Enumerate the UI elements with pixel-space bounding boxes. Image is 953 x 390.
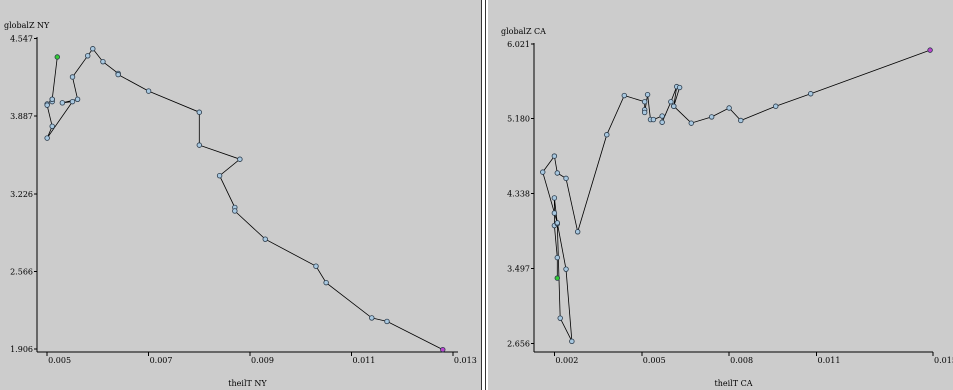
data-point <box>44 135 50 141</box>
data-point <box>569 338 575 345</box>
y-tick-label: 2.656 <box>507 339 530 348</box>
data-point <box>69 98 76 105</box>
data-point <box>90 46 96 52</box>
data-point <box>49 123 55 130</box>
chart-panel-right: 2.656 3.497 4.338 5.180 6.021 0.002 0.005 0.008… <box>488 0 953 390</box>
data-point <box>145 88 152 94</box>
x-tick-label: 0.011 <box>352 356 375 365</box>
x-tick-label: 0.009 <box>251 356 274 365</box>
data-point <box>196 142 203 148</box>
data-point <box>641 109 648 116</box>
data-point <box>554 254 560 261</box>
data-point <box>574 229 581 235</box>
data-point <box>773 103 779 109</box>
data-point <box>196 109 203 115</box>
data-point <box>650 116 657 123</box>
data-point <box>726 105 732 111</box>
data-point <box>604 132 610 138</box>
y-tick-label: 6.021 <box>507 40 530 49</box>
data-point <box>49 96 55 102</box>
y-tick-label: 4.547 <box>10 35 33 44</box>
x-axis-label: theilT NY <box>228 379 267 388</box>
data-point <box>216 172 223 179</box>
y-tick-label: 5.180 <box>507 115 530 124</box>
x-tick-label: 0.005 <box>643 356 666 365</box>
x-tick-label: 0.005 <box>48 356 71 365</box>
data-point <box>807 91 814 97</box>
data-point <box>563 175 569 182</box>
chart-panel-left: 1.906 2.566 3.226 3.887 4.547 0.005 0.007 0.009… <box>0 0 481 390</box>
y-tick-label: 1.906 <box>10 345 33 354</box>
data-point <box>644 91 651 98</box>
x-tick-label: 0.013 <box>454 356 477 365</box>
end-point <box>440 346 446 353</box>
start-point <box>54 54 60 60</box>
data-point <box>100 58 106 65</box>
chart-ca: 2.656 3.497 4.338 5.180 6.021 0.002 0.005 0.008… <box>501 27 953 388</box>
divider-line <box>485 0 486 390</box>
data-point <box>540 169 546 175</box>
data-point <box>621 92 627 99</box>
data-point <box>708 114 715 120</box>
data-point <box>676 84 683 91</box>
chart-ny: 1.906 2.566 3.226 3.887 4.547 0.005 0.007 0.009… <box>4 21 477 388</box>
data-point <box>563 266 569 272</box>
data-point <box>551 153 558 159</box>
x-axis-label: theilT CA <box>715 379 753 388</box>
data-point <box>641 99 648 105</box>
divider-line <box>481 0 482 390</box>
end-point <box>927 47 933 53</box>
y-tick-label: 4.338 <box>507 190 530 199</box>
data-point <box>554 220 560 226</box>
y-tick-label: 3.497 <box>507 265 530 274</box>
start-point <box>554 275 560 281</box>
data-point <box>557 315 563 321</box>
data-point <box>551 195 558 201</box>
data-point <box>369 315 375 321</box>
y-axis-label: globalZ CA <box>501 27 546 36</box>
data-point <box>659 119 665 125</box>
data-point <box>85 53 91 59</box>
data-point <box>74 96 81 102</box>
data-point <box>59 100 66 106</box>
data-point <box>551 210 558 216</box>
data-point <box>115 71 121 78</box>
data-point <box>668 99 674 105</box>
y-tick-label: 2.566 <box>10 267 33 276</box>
data-point <box>671 103 677 109</box>
x-tick-label: 0.002 <box>555 356 578 365</box>
trajectory-line <box>542 49 931 342</box>
data-point <box>313 263 319 269</box>
y-tick-label: 3.887 <box>10 112 33 121</box>
data-point <box>237 156 243 162</box>
data-point <box>232 208 238 214</box>
data-point <box>688 120 694 126</box>
data-point <box>659 113 665 119</box>
data-point <box>262 236 268 242</box>
x-tick-label: 0.007 <box>150 356 173 365</box>
y-axis-label: globalZ NY <box>4 21 50 30</box>
x-tick-label: 0.015 <box>934 356 953 365</box>
data-point <box>554 170 560 176</box>
data-point <box>44 102 50 108</box>
data-point <box>323 279 329 286</box>
y-tick-label: 3.226 <box>10 190 33 199</box>
data-point <box>384 318 390 325</box>
data-point <box>738 117 744 124</box>
x-tick-label: 0.008 <box>730 356 753 365</box>
trajectory-line <box>46 48 443 350</box>
data-point <box>69 74 76 80</box>
x-tick-label: 0.011 <box>818 356 841 365</box>
